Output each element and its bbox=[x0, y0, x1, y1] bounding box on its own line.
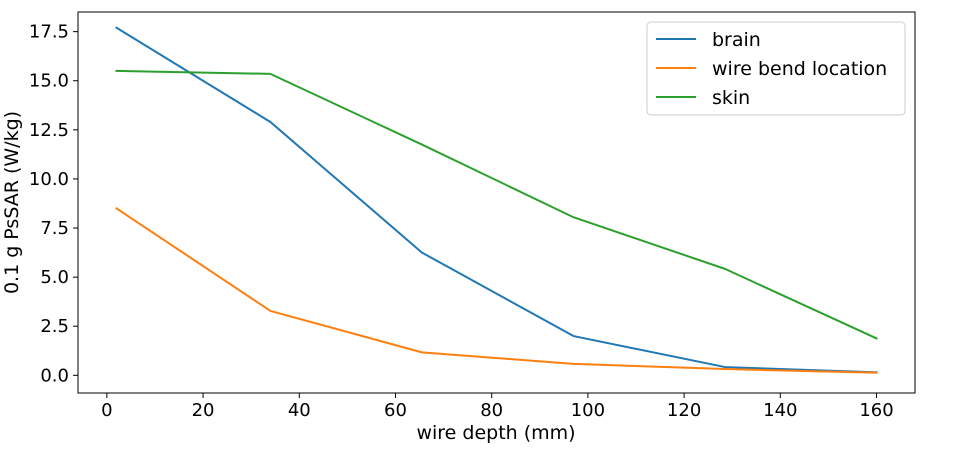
y-tick-label: 5.0 bbox=[40, 267, 69, 288]
y-tick-label: 15.0 bbox=[29, 71, 69, 92]
legend-label: wire bend location bbox=[712, 58, 887, 80]
x-tick-label: 40 bbox=[288, 400, 311, 421]
x-tick-label: 160 bbox=[859, 400, 893, 421]
y-tick-label: 7.5 bbox=[40, 218, 69, 239]
series-layer bbox=[115, 26, 878, 374]
x-axis-label: wire depth (mm) bbox=[416, 422, 575, 444]
series-line-brain bbox=[115, 26, 878, 374]
y-tick-label: 17.5 bbox=[29, 22, 69, 43]
x-tick-label: 80 bbox=[480, 400, 503, 421]
axes-layer bbox=[77, 11, 916, 394]
series-line-skin bbox=[115, 69, 878, 340]
legend-label: brain bbox=[712, 29, 761, 51]
y-tick-label: 12.5 bbox=[29, 120, 69, 141]
x-tick-label: 0 bbox=[101, 400, 112, 421]
legend-frame bbox=[646, 21, 906, 116]
x-tick-label: 100 bbox=[571, 400, 605, 421]
x-tick-label: 120 bbox=[667, 400, 701, 421]
x-axis-ticks: 0 20 40 60 80 100 120 140 160 bbox=[101, 393, 894, 421]
x-tick-label: 60 bbox=[384, 400, 407, 421]
legend-items: brain wire bend location skin bbox=[656, 29, 887, 109]
legend-label: skin bbox=[712, 87, 750, 109]
y-tick-label: 10.0 bbox=[29, 169, 69, 190]
legend: brain wire bend location skin bbox=[646, 21, 906, 116]
y-axis-label: 0.1 g PsSAR (W/kg) bbox=[1, 111, 23, 294]
plot-frame bbox=[77, 11, 916, 394]
x-tick-label: 20 bbox=[192, 400, 215, 421]
x-tick-label: 140 bbox=[763, 400, 797, 421]
y-tick-label: 2.5 bbox=[40, 316, 69, 337]
y-axis-ticks: 0.0 2.5 5.0 7.5 10.0 12.5 15.0 17.5 bbox=[29, 22, 78, 386]
y-tick-label: 0.0 bbox=[40, 365, 69, 386]
series-line-wire-bend-location bbox=[115, 207, 878, 374]
